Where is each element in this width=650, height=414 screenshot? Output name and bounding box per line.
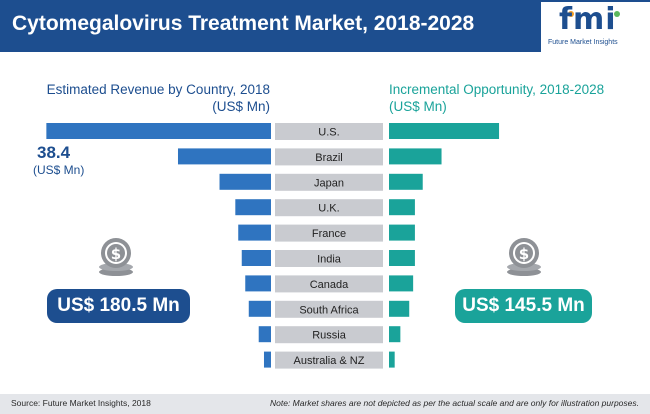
right-bar xyxy=(389,123,500,139)
left-bar xyxy=(46,123,271,139)
source-note: Source: Future Market Insights, 2018 xyxy=(11,398,151,408)
right-bar xyxy=(389,275,414,292)
left-bar xyxy=(177,148,271,165)
category-label: U.K. xyxy=(318,203,339,215)
footer-bar: Source: Future Market Insights, 2018 Not… xyxy=(0,394,650,414)
category-label: Japan xyxy=(314,177,344,189)
left-bar xyxy=(219,173,271,190)
logo-mark: fmi xyxy=(559,2,617,37)
left-bar xyxy=(248,300,271,317)
page-title: Cytomegalovirus Treatment Market, 2018-2… xyxy=(12,12,475,35)
disclaimer-note: Note: Market shares are not depicted as … xyxy=(269,398,639,408)
left-bar xyxy=(258,326,271,343)
category-label: U.S. xyxy=(318,127,339,139)
us-value-callout: 38.4 (US$ Mn) xyxy=(33,143,84,177)
right-bar xyxy=(389,300,410,317)
logo-tagline: Future Market Insights xyxy=(548,39,618,46)
left-panel-title: Estimated Revenue by Country, 2018 (US$ … xyxy=(47,81,270,115)
category-label: Australia & NZ xyxy=(294,355,365,367)
right-bar xyxy=(389,173,423,190)
svg-text:$: $ xyxy=(519,245,529,263)
category-label: India xyxy=(317,254,342,266)
category-label-box xyxy=(275,351,383,369)
category-label-box xyxy=(275,300,383,318)
callout-unit: (US$ Mn) xyxy=(33,163,85,177)
category-label: Brazil xyxy=(315,152,343,164)
callout-value: 38.4 xyxy=(37,143,71,162)
right-bar xyxy=(389,351,395,368)
dollar-coin-stack-icon: $ xyxy=(507,238,541,276)
category-label-box xyxy=(275,326,383,344)
left-bar xyxy=(235,199,271,216)
right-panel-title: Incremental Opportunity, 2018-2028 (US$ … xyxy=(389,81,604,115)
category-label-box xyxy=(275,224,383,242)
category-label-box xyxy=(275,275,383,293)
category-label-box xyxy=(275,148,383,166)
left-title-line2: (US$ Mn) xyxy=(212,99,270,114)
category-label: South Africa xyxy=(299,304,359,316)
fmi-logo: fmi Future Market Insights xyxy=(541,2,650,54)
logo-dot-orange xyxy=(568,11,574,17)
category-label-box xyxy=(275,173,383,191)
left-title-line1: Estimated Revenue by Country, 2018 xyxy=(46,82,270,97)
category-label: Canada xyxy=(310,279,349,291)
left-bar xyxy=(263,351,271,368)
left-total-badge: US$ 180.5 Mn xyxy=(47,289,190,323)
svg-text:$: $ xyxy=(111,245,121,263)
right-title-line2: (US$ Mn) xyxy=(389,99,447,114)
right-bar xyxy=(389,326,401,343)
right-bar xyxy=(389,250,415,266)
logo-dot-green xyxy=(614,11,620,17)
left-bar xyxy=(245,275,271,292)
right-bar xyxy=(389,148,442,165)
category-label-box xyxy=(275,250,383,267)
left-bar xyxy=(238,224,271,241)
category-label-box xyxy=(275,123,383,140)
category-label: France xyxy=(312,228,346,240)
left-bar xyxy=(241,250,271,266)
category-label-box xyxy=(275,199,383,217)
right-bar xyxy=(389,199,415,216)
category-label: Russia xyxy=(312,330,347,342)
dollar-coin-stack-icon: $ xyxy=(99,238,133,276)
right-total-badge: US$ 145.5 Mn xyxy=(455,289,592,323)
right-title-line1: Incremental Opportunity, 2018-2028 xyxy=(389,82,605,97)
right-bar xyxy=(389,224,415,241)
